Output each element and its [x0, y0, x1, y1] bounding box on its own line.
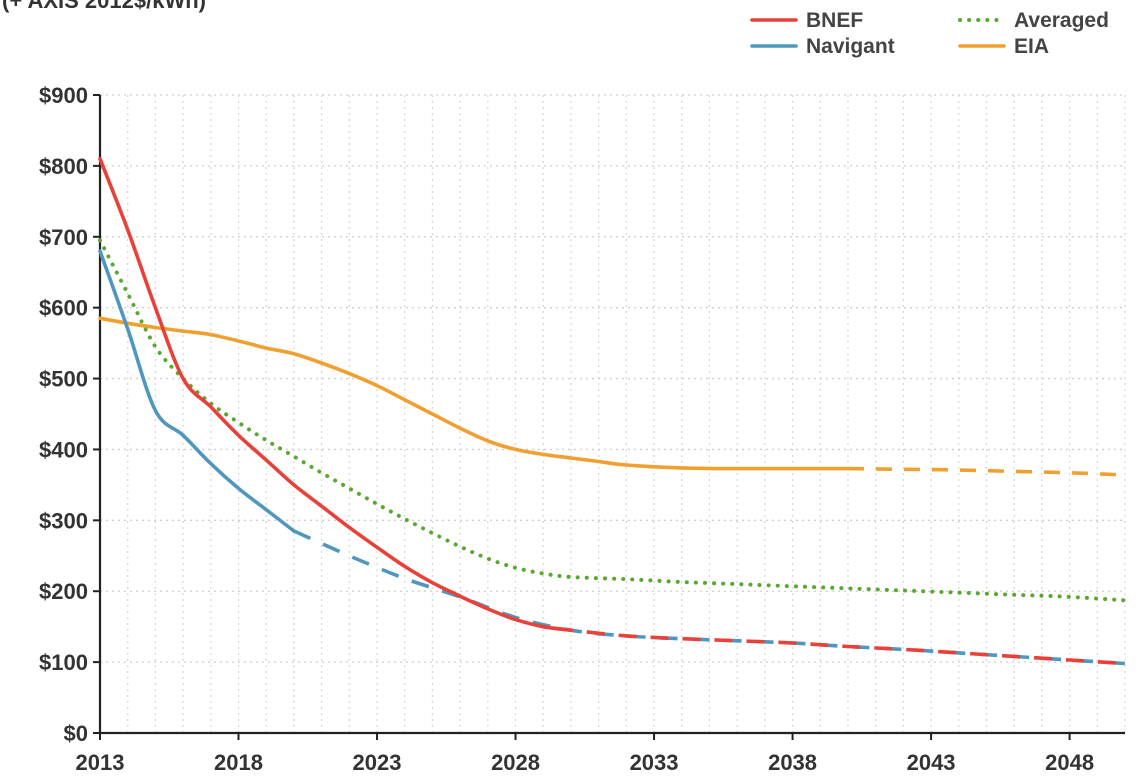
x-tick-label: 2038 [768, 750, 817, 775]
grid [100, 94, 1126, 733]
y-tick-label: $600 [39, 296, 88, 321]
legend-label-navigant: Navigant [806, 35, 895, 58]
y-tick-label: $400 [39, 437, 88, 462]
series-line-bnef [98, 157, 573, 632]
series-line-eia [98, 316, 850, 471]
y-tick-label: $500 [39, 367, 88, 392]
y-tick-label: $100 [39, 650, 88, 675]
legend-label-bnef: BNEF [806, 9, 863, 32]
axes [93, 94, 1125, 740]
x-tick-label: 2023 [353, 750, 402, 775]
series-projection-navigant [293, 529, 1126, 666]
chart-title: (+ AXIS 2012$/kWh) [2, 0, 206, 13]
y-tick-label: $0 [64, 721, 88, 746]
tick-labels: $0 $100 $200 $300 $400 $500 $600 $700 $800 $900 20… [39, 83, 1094, 775]
x-tick-label: 2028 [491, 750, 540, 775]
series-lines [98, 157, 1127, 666]
y-tick-label: $900 [39, 83, 88, 108]
x-tick-label: 2013 [76, 750, 125, 775]
y-tick-label: $300 [39, 508, 88, 533]
x-tick-label: 2018 [214, 750, 263, 775]
series-projection-eia [847, 466, 1126, 477]
legend-label-averaged: Averaged [1014, 9, 1109, 32]
x-tick-label: 2048 [1045, 750, 1094, 775]
legend: BNEF Navigant Averaged EIA [750, 9, 1109, 58]
x-tick-label: 2043 [907, 750, 956, 775]
series-line-averaged [98, 238, 1127, 603]
legend-label-eia: EIA [1014, 35, 1049, 58]
x-tick-label: 2033 [630, 750, 679, 775]
y-tick-label: $700 [39, 225, 88, 250]
series-projection-bnef [570, 628, 1126, 666]
series-line-navigant [98, 249, 296, 533]
y-tick-label: $800 [39, 154, 88, 179]
y-tick-label: $200 [39, 579, 88, 604]
